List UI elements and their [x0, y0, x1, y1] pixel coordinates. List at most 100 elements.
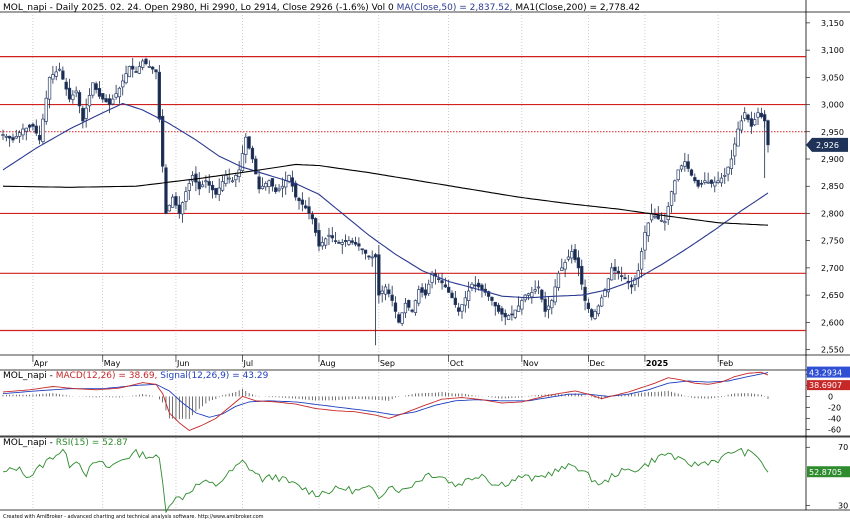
candle-body — [387, 289, 391, 295]
signal-value-box — [807, 366, 850, 378]
candle-body — [11, 137, 15, 141]
candle-body — [616, 270, 620, 274]
candle-body — [217, 187, 221, 195]
candle-body — [257, 176, 261, 190]
candle-body — [270, 178, 275, 187]
rsi-value-box — [807, 466, 850, 478]
candle-body — [254, 158, 258, 175]
candle-body — [726, 166, 730, 175]
candle-body — [746, 114, 750, 120]
candle-body — [596, 305, 601, 315]
candle-body — [107, 98, 112, 105]
candle-body — [703, 180, 707, 183]
candle-body — [613, 266, 617, 271]
candle-body — [27, 124, 32, 128]
candle-body — [713, 181, 717, 187]
candle-body — [629, 284, 634, 288]
candle-body — [377, 254, 381, 296]
candle-body — [333, 240, 338, 242]
candle-body — [383, 286, 388, 295]
candle-body — [467, 290, 471, 301]
candle-body — [400, 312, 404, 324]
candle-body — [267, 180, 271, 187]
candle-body — [686, 161, 690, 169]
candle-body — [284, 180, 288, 188]
candle-body — [590, 309, 594, 318]
candle-body — [137, 66, 142, 74]
price-y-tick-label: 3,050 — [821, 73, 844, 82]
candle-body — [101, 93, 105, 100]
candle-body — [300, 199, 304, 205]
candle-body — [184, 191, 188, 202]
candle-body — [580, 265, 584, 285]
candle-body — [570, 251, 574, 259]
candle-body — [54, 71, 58, 77]
candle-body — [343, 240, 348, 242]
candle-body — [8, 135, 12, 139]
price-y-tick-label: 3,000 — [821, 101, 844, 110]
candle-body — [14, 135, 18, 139]
candle-body — [397, 314, 401, 323]
candle-body — [500, 308, 504, 315]
candle-body — [17, 132, 22, 137]
candle-body — [180, 202, 185, 215]
candle-body — [423, 289, 428, 296]
candle-body — [197, 181, 201, 190]
candle-body — [390, 294, 394, 301]
candle-body — [353, 241, 358, 245]
candle-body — [413, 300, 418, 313]
candle-body — [719, 177, 724, 184]
candle-body — [151, 66, 155, 70]
candle-body — [134, 71, 138, 73]
rsi-line — [2, 447, 769, 514]
candle-body — [141, 60, 145, 68]
candle-body — [373, 254, 378, 258]
candle-body — [526, 293, 531, 296]
rsi-header: MOL_napi - RSI(15) = 52.87 — [3, 438, 128, 448]
candle-body — [417, 289, 421, 304]
candle-body — [71, 94, 75, 100]
month-label: Nov — [523, 359, 539, 368]
month-label: Jul — [242, 359, 253, 368]
candle-body — [330, 235, 334, 239]
signal-value-label: 43.2934 — [809, 369, 842, 378]
candle-body — [204, 180, 208, 183]
candle-body — [227, 177, 231, 180]
candle-body — [207, 181, 211, 186]
candle-body — [127, 66, 132, 78]
macd-value-box — [807, 380, 850, 391]
candle-body — [161, 115, 165, 167]
candle-body — [430, 272, 434, 283]
candle-body — [131, 65, 135, 70]
candle-body — [699, 182, 704, 185]
candle-body — [277, 188, 281, 191]
candle-body — [663, 221, 667, 224]
candle-body — [323, 238, 328, 246]
candle-body — [117, 87, 122, 98]
candle-body — [247, 136, 251, 149]
candle-body — [639, 251, 644, 270]
candle-body — [689, 169, 694, 176]
candle-body — [513, 309, 517, 318]
candle-body — [733, 143, 737, 157]
ma200-line — [2, 163, 769, 226]
candle-body — [144, 58, 148, 65]
candle-body — [154, 69, 158, 73]
candle-body — [34, 125, 38, 134]
candle-body — [157, 71, 161, 120]
last-price-box — [806, 137, 848, 152]
candle-body — [480, 284, 484, 291]
candle-body — [536, 286, 541, 289]
month-label: May — [104, 359, 121, 368]
candle-body — [673, 180, 677, 195]
candle-body — [506, 315, 511, 320]
month-label: 2025 — [646, 359, 669, 368]
candle-body — [520, 300, 524, 310]
candle-body — [623, 277, 627, 280]
candle-body — [476, 282, 481, 288]
candle-body — [653, 215, 657, 218]
candle-body — [67, 87, 72, 100]
candle-body — [473, 284, 477, 287]
candle-body — [729, 158, 734, 169]
